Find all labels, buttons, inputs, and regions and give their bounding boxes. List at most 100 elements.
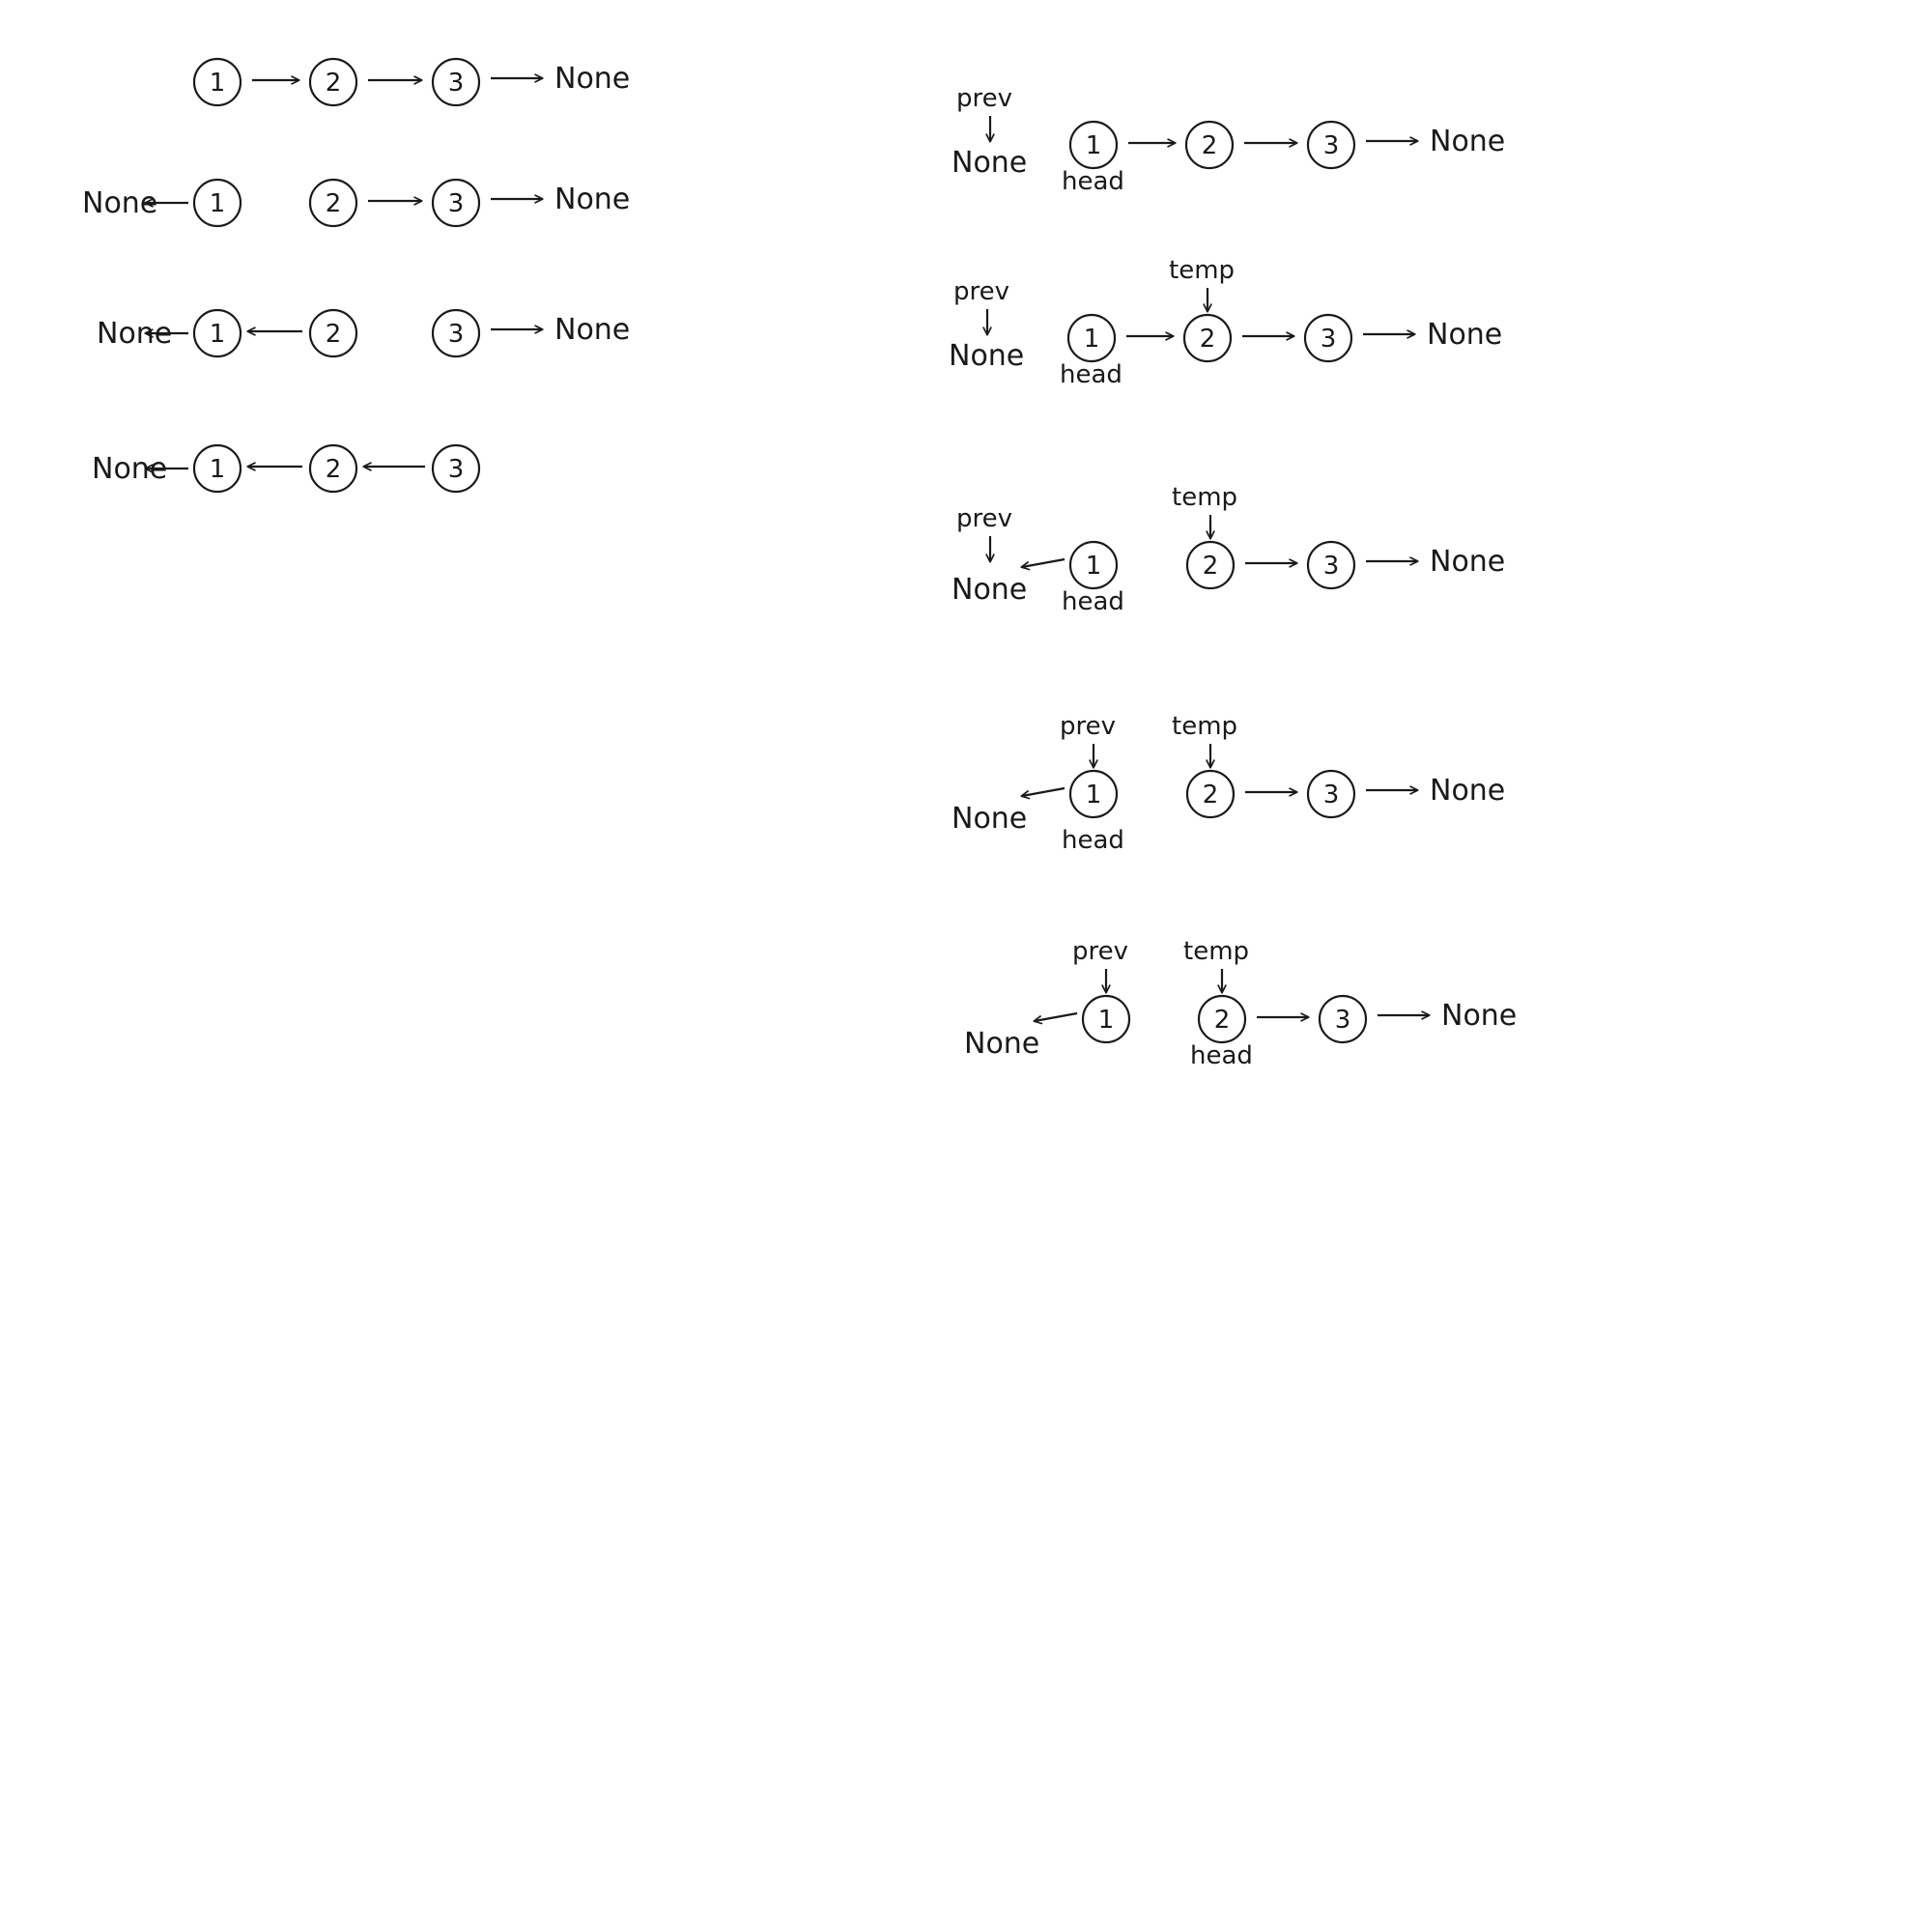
node-circle (308, 443, 358, 494)
prev-pointer-label: prev (1072, 937, 1128, 966)
node-value: 1 (210, 320, 226, 349)
node-value: 2 (326, 320, 342, 349)
temp-pointer-label: temp (1183, 937, 1249, 966)
list-node-2: 2 (308, 443, 358, 494)
list-node-2: 2 (308, 57, 358, 107)
none-label: None (554, 313, 630, 347)
node-circle (1306, 769, 1356, 819)
list-node-2: 2 (308, 178, 358, 228)
none-label: None (554, 62, 630, 96)
node-value: 1 (210, 189, 226, 218)
node-circle (431, 57, 481, 107)
arrow-1-to-none (1022, 786, 1065, 796)
node-value: 2 (1203, 552, 1219, 581)
temp-pointer-label: temp (1169, 256, 1235, 285)
none-label: None (1430, 774, 1505, 808)
head-pointer-label: head (1062, 587, 1124, 616)
node-circle (1068, 540, 1119, 590)
none-label: None (554, 183, 630, 216)
node-value: 1 (1098, 1006, 1115, 1035)
none-label: None (97, 317, 172, 351)
arrow-1-to-none (1022, 557, 1065, 567)
list-node-3: 3 (431, 443, 481, 494)
node-circle (192, 178, 242, 228)
list-node-1: 1 (1068, 120, 1119, 170)
head-pointer-label: head (1062, 167, 1124, 196)
node-circle (1185, 540, 1236, 590)
node-value: 3 (1323, 552, 1340, 581)
list-node-3: 3 (1306, 540, 1356, 590)
none-label: None (82, 186, 157, 220)
node-value: 1 (1086, 131, 1102, 160)
list-node-2: 2 (1182, 313, 1233, 363)
node-value: 2 (326, 69, 342, 98)
step-3: 1 2 3 None None prev temp head (952, 483, 1505, 616)
node-circle (431, 443, 481, 494)
node-value: 2 (1200, 325, 1216, 354)
node-value: 3 (448, 455, 465, 484)
list-node-3: 3 (431, 57, 481, 107)
node-value: 3 (1321, 325, 1337, 354)
none-label: None (949, 339, 1024, 373)
list-node-1: 1 (1081, 994, 1131, 1044)
node-circle (1068, 769, 1119, 819)
node-value: 1 (1086, 552, 1102, 581)
node-circle (1184, 120, 1235, 170)
prev-pointer-label: prev (953, 277, 1009, 306)
list-node-1: 1 (1068, 769, 1119, 819)
list-node-2: 2 (1197, 994, 1247, 1044)
head-pointer-label: head (1190, 1041, 1253, 1070)
list-node-1: 1 (192, 443, 242, 494)
node-circle (1185, 769, 1236, 819)
node-value: 1 (210, 69, 226, 98)
node-circle (308, 178, 358, 228)
list-node-2: 2 (1185, 540, 1236, 590)
list-node-3: 3 (1306, 120, 1356, 170)
node-circle (1081, 994, 1131, 1044)
list-node-3: 3 (431, 178, 481, 228)
node-circle (1306, 540, 1356, 590)
list-node-2: 2 (1185, 769, 1236, 819)
prev-pointer-label: prev (956, 504, 1012, 533)
node-circle (192, 57, 242, 107)
prev-pointer-label: prev (1060, 712, 1116, 741)
prev-pointer-label: prev (956, 84, 1012, 113)
list-node-1: 1 (1066, 313, 1117, 363)
node-circle (1068, 120, 1119, 170)
node-value: 3 (448, 69, 465, 98)
list-node-1: 1 (1068, 540, 1119, 590)
none-label: None (1430, 545, 1505, 579)
left-panel: 1 2 3 None 1 2 3 None None 1 2 3 None None 1 2 3 None (82, 57, 630, 494)
node-value: 3 (1323, 781, 1340, 810)
left-row-2: 1 2 3 None None (82, 178, 630, 228)
node-value: 3 (448, 320, 465, 349)
temp-pointer-label: temp (1172, 483, 1237, 512)
node-circle (308, 308, 358, 358)
node-value: 2 (1202, 131, 1218, 160)
none-label: None (92, 452, 167, 486)
node-value: 3 (448, 189, 465, 218)
temp-pointer-label: temp (1172, 712, 1237, 741)
node-value: 2 (326, 455, 342, 484)
node-circle (1197, 994, 1247, 1044)
node-value: 2 (326, 189, 342, 218)
node-value: 1 (1086, 781, 1102, 810)
none-label: None (952, 146, 1027, 180)
node-circle (308, 57, 358, 107)
node-value: 2 (1203, 781, 1219, 810)
node-value: 3 (1335, 1006, 1351, 1035)
list-node-3: 3 (431, 308, 481, 358)
arrow-1-to-none (1035, 1011, 1078, 1021)
node-circle (1318, 994, 1368, 1044)
node-value: 3 (1323, 131, 1340, 160)
node-circle (1306, 120, 1356, 170)
list-node-2: 2 (308, 308, 358, 358)
none-label: None (952, 802, 1027, 836)
none-label: None (964, 1027, 1039, 1061)
list-node-3: 3 (1306, 769, 1356, 819)
list-node-1: 1 (192, 178, 242, 228)
step-5: 1 2 3 None None prev temp head (964, 937, 1517, 1070)
step-1: 1 2 3 None prev None head (952, 84, 1505, 196)
step-2: 1 2 3 None prev None temp head (949, 256, 1502, 389)
